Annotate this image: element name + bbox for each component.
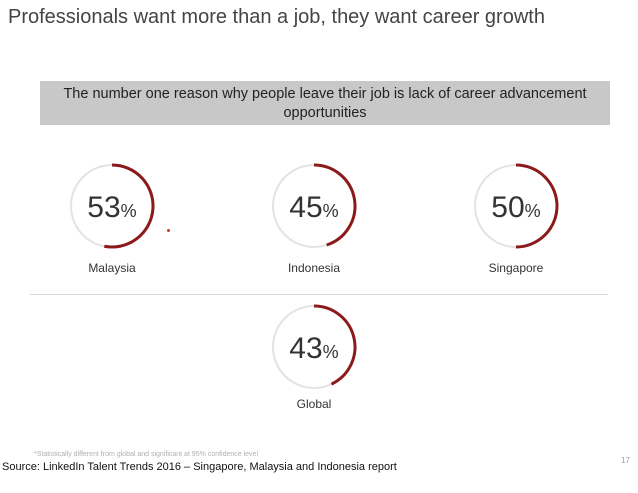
page-number: 17 xyxy=(621,456,630,465)
gauge-value-singapore: 50% xyxy=(491,191,540,224)
gauge-arc-malaysia xyxy=(104,163,155,249)
gauge-arc-singapore xyxy=(515,163,559,249)
gauge-label-singapore: Singapore xyxy=(488,261,544,275)
page-title: Professionals want more than a job, they… xyxy=(8,6,545,28)
significance-marker xyxy=(167,229,170,232)
gauge-value-malaysia: 53% xyxy=(87,191,136,224)
gauge-label-global: Global xyxy=(296,397,332,411)
section-divider xyxy=(30,294,608,295)
gauge-label-indonesia: Indonesia xyxy=(287,261,341,275)
gauge-arc-global xyxy=(313,304,357,386)
footnote: *Statistically different from global and… xyxy=(34,451,258,458)
gauge-arc-indonesia xyxy=(313,163,357,247)
gauge-value-global: 43% xyxy=(289,332,338,365)
gauge-label-malaysia: Malaysia xyxy=(88,261,136,275)
gauge-value-indonesia: 45% xyxy=(289,191,338,224)
source-note: Source: LinkedIn Talent Trends 2016 – Si… xyxy=(2,461,397,473)
key-finding-banner: The number one reason why people leave t… xyxy=(40,81,610,125)
